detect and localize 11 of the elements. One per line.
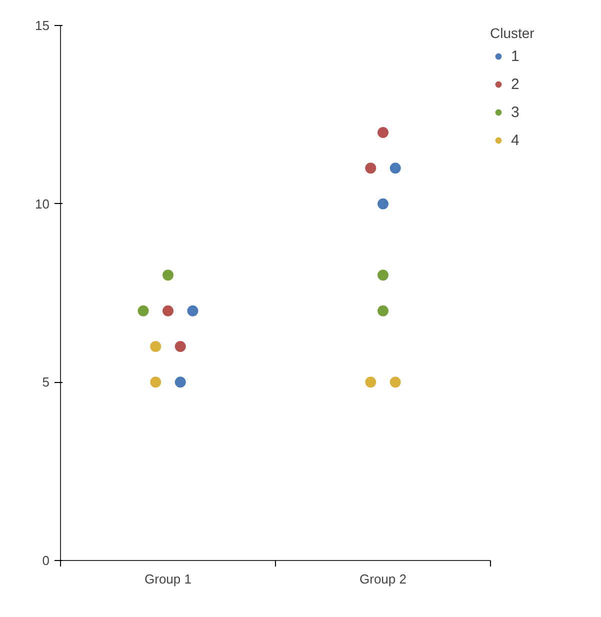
x-tick-label: Group 2 [360,572,406,586]
legend-title: Cluster [490,25,534,41]
y-tick-label: 10 [35,196,50,212]
legend-label: 2 [511,76,520,92]
legend-label: 1 [511,48,520,64]
y-tick-label: 15 [35,18,50,33]
x-tick-label: Group 1 [144,572,192,586]
legend-label: 4 [511,132,520,148]
legend-label: 3 [511,104,520,120]
y-tick-label: 0 [42,553,50,568]
y-tick-label: 5 [42,374,50,390]
